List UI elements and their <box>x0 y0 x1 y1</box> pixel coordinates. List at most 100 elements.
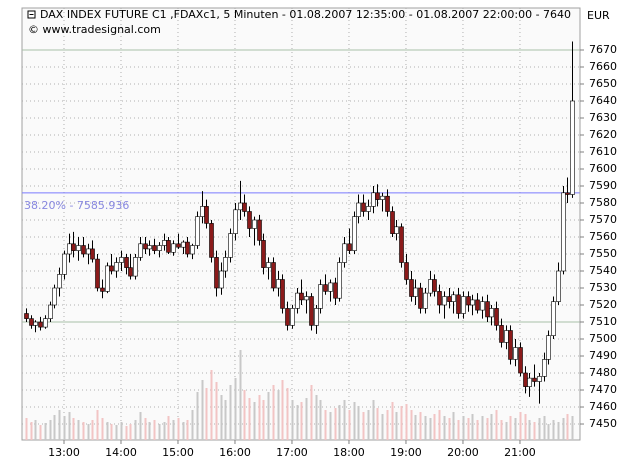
y-tick-label: 7510 <box>589 315 617 328</box>
candle-body <box>432 279 437 292</box>
y-tick-label: 7460 <box>589 400 617 413</box>
candle-body <box>504 330 509 343</box>
candle-body <box>62 253 67 275</box>
y-tick-label: 7620 <box>589 128 617 141</box>
volume-bar <box>153 420 156 440</box>
candle-body <box>133 257 138 277</box>
volume-bar <box>49 420 52 440</box>
volume-bar <box>144 418 147 440</box>
candle-body <box>252 219 257 229</box>
volume-bar <box>224 400 227 440</box>
volume-bar <box>91 420 94 440</box>
candle-body <box>366 206 371 212</box>
y-tick-label: 7480 <box>589 366 617 379</box>
candle-body <box>385 195 390 212</box>
x-tick-label: 14:00 <box>105 446 137 459</box>
candle-body <box>361 202 366 212</box>
candle-body <box>423 292 428 309</box>
y-tick-label: 7500 <box>589 332 617 345</box>
volume-bar <box>253 402 256 440</box>
y-tick-label: 7470 <box>589 383 617 396</box>
candle-body <box>147 245 152 250</box>
candle-body <box>371 192 376 207</box>
candle-body <box>342 243 347 263</box>
volume-bar <box>267 392 270 440</box>
candle-body <box>43 318 48 328</box>
volume-bar <box>272 385 275 440</box>
volume-bar <box>196 392 199 440</box>
volume-bar <box>248 398 251 440</box>
volume-bar <box>258 395 261 440</box>
candle-body <box>551 301 556 336</box>
candle-body <box>33 321 38 326</box>
volume-bar <box>310 385 313 440</box>
volume-bar <box>505 422 508 440</box>
volume-bar <box>334 408 337 440</box>
volume-bar <box>68 412 71 440</box>
candle-body <box>447 296 452 302</box>
y-tick-label: 7590 <box>589 179 617 192</box>
candle-body <box>347 243 352 251</box>
volume-bar <box>177 418 180 440</box>
candle-body <box>513 347 518 360</box>
volume-bar <box>391 402 394 440</box>
candle-body <box>456 294 461 314</box>
candle-body <box>299 292 304 301</box>
candle-body <box>518 347 523 374</box>
candle-body <box>24 313 29 319</box>
candle-body <box>290 308 295 326</box>
volume-bar <box>353 402 356 440</box>
volume-bar <box>443 416 446 440</box>
candle-body <box>162 240 167 246</box>
volume-bar <box>82 422 85 440</box>
candle-body <box>314 308 319 326</box>
candle-body <box>546 335 551 360</box>
volume-bar <box>296 405 299 440</box>
candle-body <box>176 243 181 248</box>
volume-bar <box>243 390 246 440</box>
x-tick-label: 20:00 <box>447 446 479 459</box>
candle-body <box>561 192 566 272</box>
volume-bar <box>433 414 436 440</box>
candle-body <box>95 258 100 289</box>
candle-body <box>86 248 91 255</box>
candle-body <box>485 301 490 318</box>
candle-body <box>337 262 342 299</box>
y-tick-label: 7490 <box>589 349 617 362</box>
volume-bar <box>39 425 42 440</box>
candle-body <box>166 240 171 253</box>
volume-bar <box>25 418 28 440</box>
volume-bar <box>538 418 541 440</box>
candle-body <box>404 262 409 280</box>
volume-bar <box>262 400 265 440</box>
candle-body <box>238 202 243 211</box>
candle-body <box>494 308 499 326</box>
candle-body <box>475 299 480 311</box>
candle-body <box>52 287 57 306</box>
candle-body <box>271 262 276 289</box>
y-tick-label: 7560 <box>589 230 617 243</box>
candle-body <box>247 211 252 229</box>
y-tick-label: 7540 <box>589 264 617 277</box>
candle-body <box>138 243 143 258</box>
candle-body <box>209 223 214 258</box>
candle-body <box>470 299 475 306</box>
volume-bar <box>571 416 574 440</box>
candle-body <box>152 245 157 251</box>
y-tick-label: 7570 <box>589 213 617 226</box>
volume-bar <box>424 416 427 440</box>
volume-bar <box>63 416 66 440</box>
candle-body <box>409 279 414 297</box>
volume-bar <box>495 410 498 440</box>
candle-body <box>57 274 62 289</box>
candle-body <box>323 284 328 292</box>
volume-bar <box>30 422 33 440</box>
volume-bar <box>210 370 213 440</box>
candle-body <box>48 304 53 319</box>
candle-body <box>437 291 442 306</box>
candle-body <box>219 270 224 289</box>
candle-body <box>261 240 266 268</box>
volume-bar <box>300 402 303 440</box>
